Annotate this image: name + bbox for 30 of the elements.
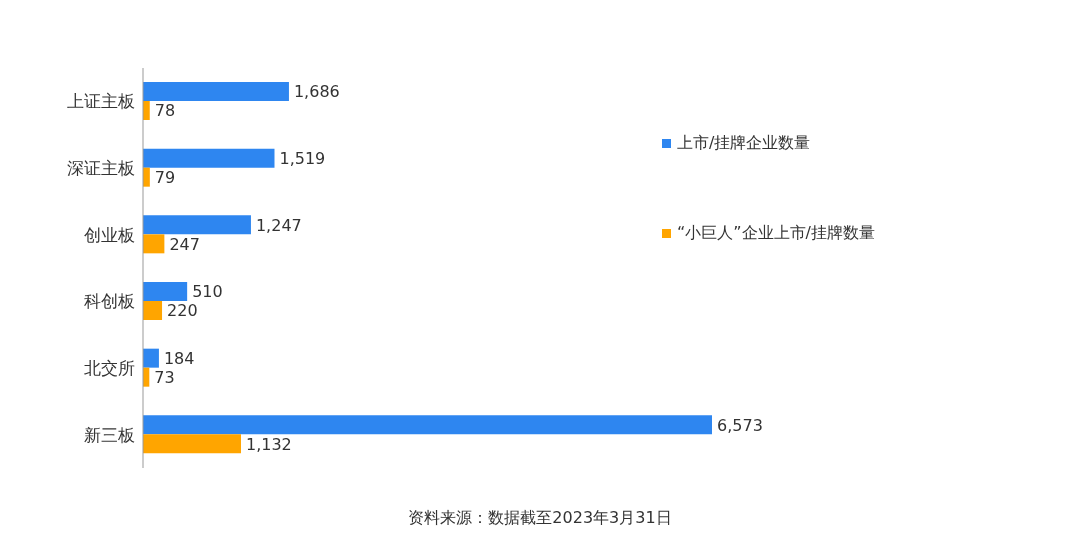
bar (143, 215, 251, 235)
data-label: 1,519 (279, 148, 326, 168)
data-label: 79 (154, 167, 176, 187)
legend-label: “小巨人”企业上市/挂牌数量 (677, 222, 875, 244)
bar (143, 434, 241, 454)
data-label: 78 (154, 101, 176, 121)
bar (143, 82, 289, 101)
data-label: 510 (192, 282, 223, 302)
data-label: 1,132 (245, 434, 292, 454)
data-label: 1,247 (255, 215, 302, 235)
y-tick-label: 创业板 (84, 224, 135, 245)
data-label: 1,686 (293, 82, 340, 102)
data-label: 247 (169, 234, 200, 254)
y-tick-label: 深证主板 (67, 158, 135, 179)
y-tick-label: 北交所 (84, 358, 135, 379)
text: 资料来源：数据截至2023年3月31日 (407, 508, 673, 529)
y-tick-label: 新三板 (84, 424, 135, 445)
y-tick-label: 上证主板 (67, 91, 135, 112)
bar (143, 301, 163, 320)
bar (143, 348, 159, 368)
legend-label: 上市/挂牌企业数量 (677, 132, 811, 154)
y-tick-label: 科创板 (84, 291, 135, 312)
data-label: 184 (163, 348, 195, 368)
data-label: 73 (154, 367, 175, 387)
bar (143, 282, 188, 301)
data-label: 6,573 (717, 415, 763, 435)
bar (143, 148, 275, 168)
data-label: 220 (167, 301, 198, 321)
bar (143, 234, 165, 254)
bar (143, 415, 712, 435)
